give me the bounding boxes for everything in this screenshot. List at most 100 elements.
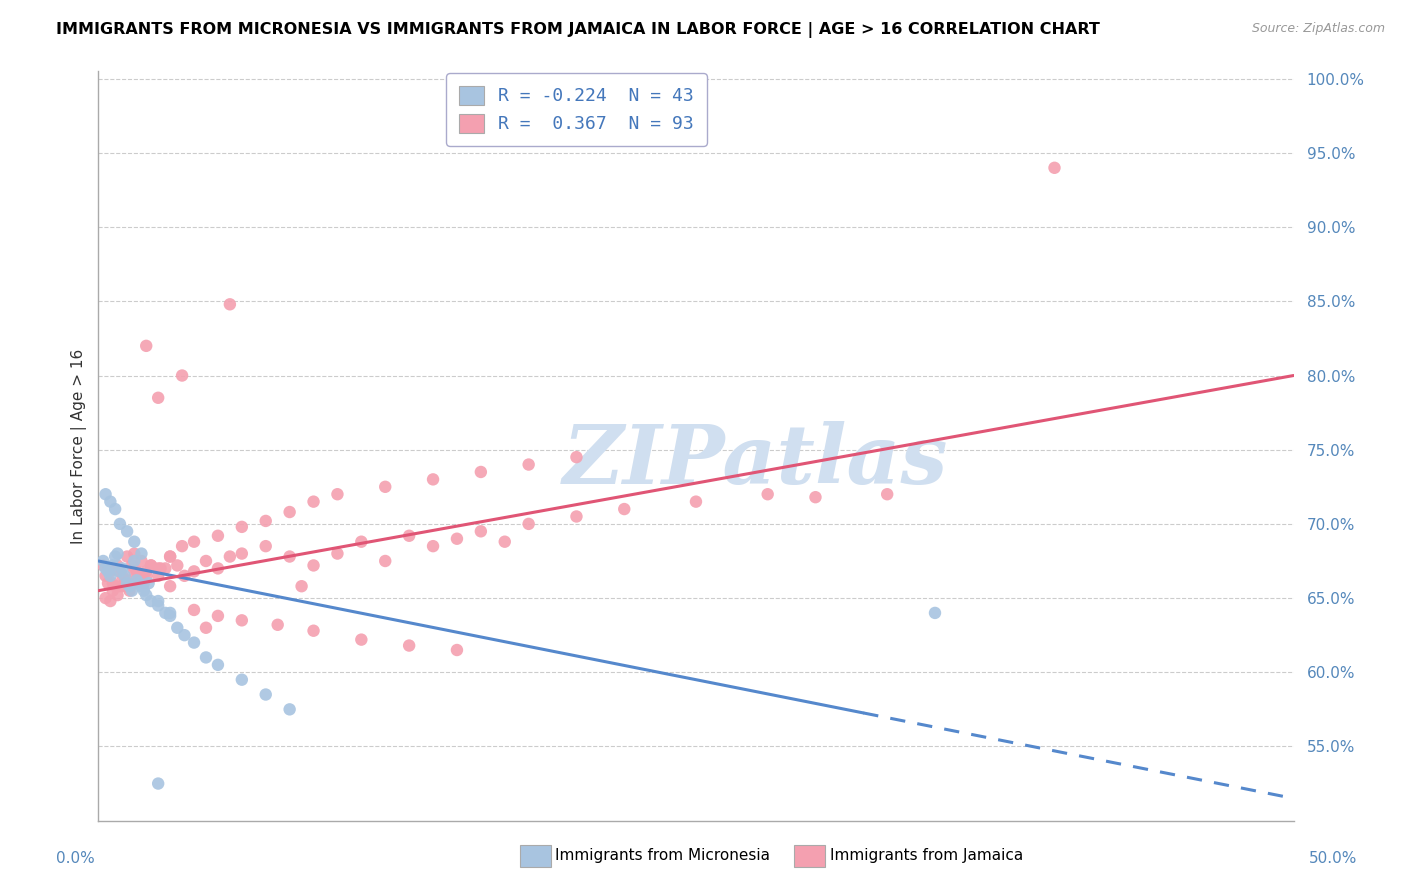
Point: [107, 588, 129, 602]
Point: [94, 569, 117, 583]
Point: [350, 632, 373, 647]
Point: [422, 472, 444, 486]
Point: [98, 494, 122, 508]
Point: [446, 532, 468, 546]
Point: [97, 565, 120, 579]
Point: [446, 643, 468, 657]
Point: [166, 621, 188, 635]
Point: [195, 554, 218, 568]
Point: [374, 480, 396, 494]
Point: [131, 547, 153, 561]
Point: [183, 635, 205, 649]
Point: [121, 558, 143, 573]
Point: [302, 558, 325, 573]
Point: [565, 509, 588, 524]
Point: [159, 549, 181, 564]
Point: [148, 776, 170, 790]
Point: [97, 561, 120, 575]
Point: [219, 297, 242, 311]
Point: [159, 608, 181, 623]
Point: [231, 673, 253, 687]
Point: [470, 465, 492, 479]
Point: [118, 583, 141, 598]
Point: [231, 520, 253, 534]
Point: [207, 529, 229, 543]
Point: [107, 558, 129, 573]
Text: Source: ZipAtlas.com: Source: ZipAtlas.com: [1251, 22, 1385, 36]
Point: [101, 576, 124, 591]
Point: [517, 458, 540, 472]
Point: [114, 576, 136, 591]
Point: [104, 502, 127, 516]
Point: [278, 549, 301, 564]
Point: [128, 576, 150, 591]
Point: [104, 579, 127, 593]
Point: [254, 514, 277, 528]
Point: [148, 599, 170, 613]
Point: [231, 613, 253, 627]
Point: [326, 547, 349, 561]
Point: [132, 576, 155, 591]
Point: [124, 534, 146, 549]
Point: [173, 569, 195, 583]
Text: 0.0%: 0.0%: [56, 851, 96, 865]
Point: [135, 565, 157, 579]
Point: [131, 569, 153, 583]
Point: [128, 574, 150, 588]
Point: [166, 558, 188, 573]
Point: [108, 565, 131, 579]
Point: [254, 688, 277, 702]
Point: [98, 594, 122, 608]
Point: [804, 490, 827, 504]
Point: [124, 565, 146, 579]
Point: [302, 494, 325, 508]
Point: [207, 608, 229, 623]
Point: [138, 576, 160, 591]
Point: [104, 549, 127, 564]
Point: [114, 569, 136, 583]
Point: [398, 639, 420, 653]
Point: [108, 579, 131, 593]
Point: [422, 539, 444, 553]
Point: [207, 561, 229, 575]
Point: [148, 594, 170, 608]
Point: [94, 561, 117, 575]
Point: [183, 534, 205, 549]
Point: [107, 547, 129, 561]
Point: [1043, 161, 1066, 175]
Point: [756, 487, 779, 501]
Point: [183, 565, 205, 579]
Point: [139, 594, 162, 608]
Point: [685, 494, 707, 508]
Point: [131, 579, 153, 593]
Point: [876, 487, 898, 501]
Point: [115, 576, 138, 591]
Point: [350, 534, 373, 549]
Point: [132, 583, 155, 598]
Point: [108, 565, 131, 579]
Point: [278, 702, 301, 716]
Point: [155, 561, 177, 575]
Point: [139, 558, 162, 573]
Point: [108, 516, 131, 531]
Point: [148, 391, 170, 405]
Point: [155, 606, 177, 620]
Point: [97, 576, 120, 591]
Point: [470, 524, 492, 539]
Point: [94, 487, 117, 501]
Point: [302, 624, 325, 638]
Point: [115, 524, 138, 539]
Point: [159, 606, 181, 620]
Point: [613, 502, 636, 516]
Point: [207, 657, 229, 672]
Point: [135, 569, 157, 583]
Point: [111, 569, 134, 583]
Point: [254, 539, 277, 553]
Point: [195, 621, 218, 635]
Legend: R = -0.224  N = 43, R =  0.367  N = 93: R = -0.224 N = 43, R = 0.367 N = 93: [446, 73, 707, 146]
Y-axis label: In Labor Force | Age > 16: In Labor Force | Age > 16: [72, 349, 87, 543]
Point: [565, 450, 588, 464]
Point: [219, 549, 242, 564]
Point: [135, 339, 157, 353]
Point: [231, 547, 253, 561]
